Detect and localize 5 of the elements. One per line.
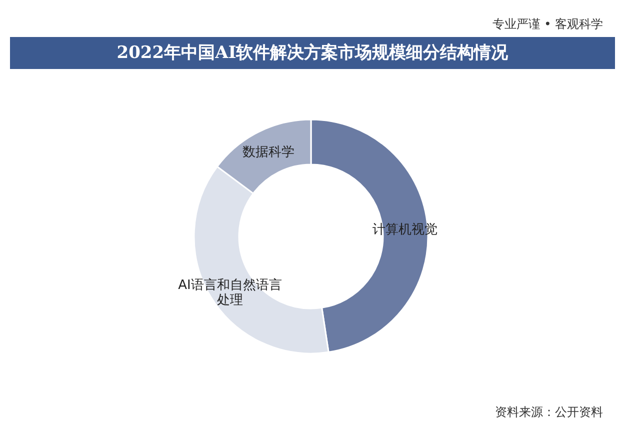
text: 专业严谨 • 客观科学	[492, 17, 603, 31]
slice-label: 数据科学	[242, 145, 295, 160]
slice-label: AI语言和自然语言处理	[178, 277, 282, 308]
chart-title: 2022年中国AI软件解决方案市场规模细分结构情况	[116, 42, 510, 63]
text: 资料来源：公开资料	[495, 405, 603, 419]
